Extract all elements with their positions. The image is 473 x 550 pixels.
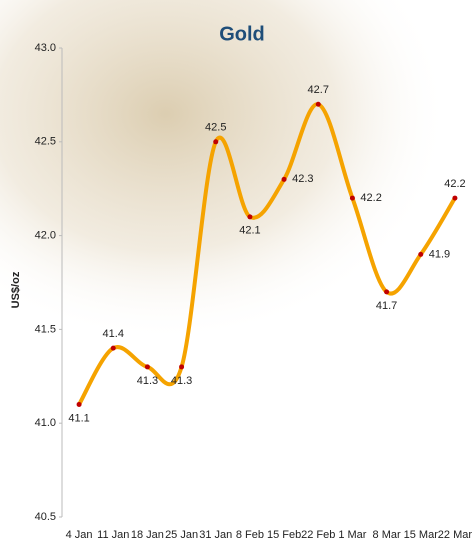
marker [452,195,458,201]
y-tick-label: 41.0 [35,417,56,429]
y-tick-label: 41.5 [35,323,56,335]
data-label: 41.1 [68,412,89,424]
x-tick-label: 22 Feb [301,529,335,541]
data-label: 42.3 [292,173,313,185]
marker [179,364,185,370]
x-tick-label: 31 Jan [199,529,232,541]
data-label: 42.1 [239,225,260,237]
y-tick-label: 40.5 [35,511,56,523]
data-label: 42.7 [308,84,329,96]
marker [110,345,116,351]
x-tick-label: 11 Jan [97,529,129,541]
y-axis-title: US$/oz [10,271,22,308]
marker [76,401,82,407]
marker [349,195,355,201]
data-label: 41.4 [103,328,124,340]
x-tick-label: 25 Jan [165,529,198,541]
data-label: 41.3 [137,375,158,387]
marker [247,214,253,220]
data-label: 41.9 [429,248,450,260]
marker [315,101,321,107]
data-label: 42.5 [205,122,226,134]
marker [281,176,287,182]
x-tick-label: 15 Mar [404,529,439,541]
chart-title: Gold [219,23,265,45]
data-label: 42.2 [360,192,381,204]
y-tick-label: 43.0 [35,42,56,54]
marker [213,139,219,145]
y-tick-label: 42.5 [35,136,56,148]
x-tick-label: 8 Feb [236,529,264,541]
data-label: 41.3 [171,375,192,387]
x-tick-label: 18 Jan [131,529,164,541]
marker [418,251,424,257]
x-tick-label: 22 Mar [438,529,473,541]
x-tick-label: 1 Mar [338,529,366,541]
data-label: 41.7 [376,300,397,312]
x-tick-label: 8 Mar [373,529,401,541]
background-image [0,0,473,380]
y-tick-label: 42.0 [35,230,56,242]
marker [384,289,390,295]
marker [144,364,150,370]
data-label: 42.2 [444,178,465,190]
x-tick-label: 4 Jan [66,529,93,541]
x-tick-label: 15 Feb [267,529,301,541]
